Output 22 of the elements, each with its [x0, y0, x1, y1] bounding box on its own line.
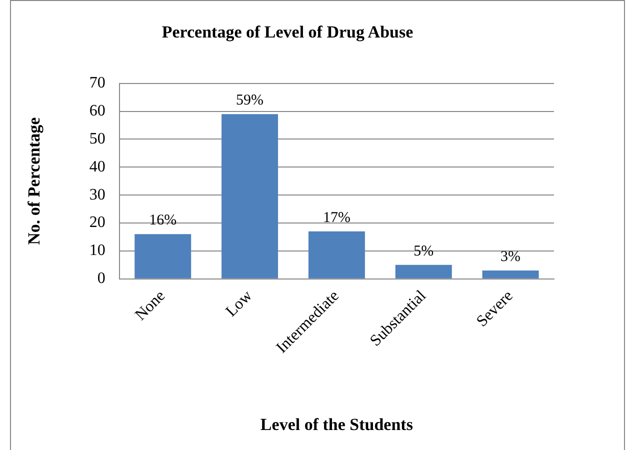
y-axis-title: No. of Percentage — [24, 116, 44, 245]
y-tick-label: 50 — [89, 130, 106, 148]
data-label: 59% — [236, 92, 264, 109]
chart-title: Percentage of Level of Drug Abuse — [162, 22, 414, 42]
bar — [222, 114, 278, 278]
x-axis-title: Level of the Students — [260, 415, 414, 434]
bar — [308, 231, 365, 278]
data-label: 16% — [149, 212, 177, 229]
y-tick-label: 20 — [89, 214, 106, 232]
y-tick-label: 40 — [89, 158, 106, 176]
bar — [395, 264, 452, 278]
y-tick-label: 10 — [89, 242, 106, 260]
bar — [134, 234, 192, 278]
x-tick-label: Low — [222, 287, 256, 320]
y-tick-label: 0 — [97, 270, 106, 288]
data-label: 17% — [322, 210, 350, 226]
bar — [482, 270, 539, 278]
data-label: 3% — [500, 248, 521, 265]
y-tick-label: 70 — [89, 74, 106, 92]
data-label: 5% — [414, 243, 434, 260]
y-tick-label: 60 — [89, 102, 106, 120]
y-tick-label: 30 — [89, 186, 106, 204]
